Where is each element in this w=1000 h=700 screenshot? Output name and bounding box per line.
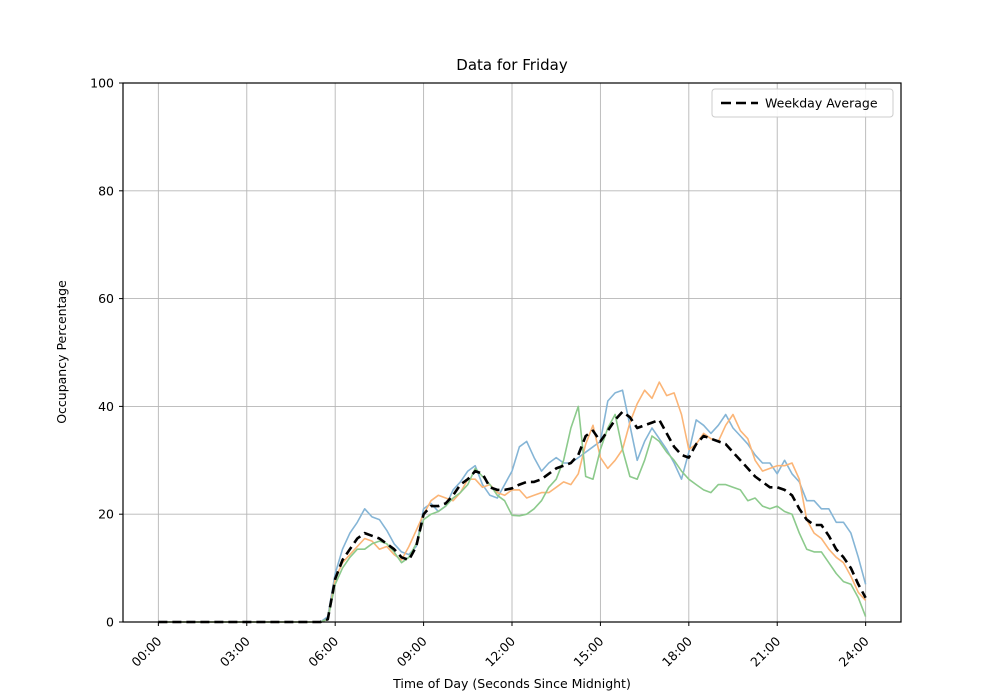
legend: Weekday Average [711,88,894,118]
x-tick-label: 18:00 [659,633,695,669]
x-axis-label: Time of Day (Seconds Since Midnight) [392,676,631,691]
legend-box [711,88,894,118]
x-tick-label: 12:00 [482,633,518,669]
tick-layer: 00:00 03:00 06:00 09:00 12:00 15:00 18:00 21:00… [90,76,872,670]
y-tick-label: 40 [98,399,114,414]
x-tick-label: 24:00 [836,633,872,669]
y-tick-label: 60 [98,291,114,306]
grid-layer [123,82,901,623]
legend-label: Weekday Average [765,96,878,111]
x-tick-label: 00:00 [128,633,164,669]
y-tick-label: 20 [98,507,114,522]
x-tick-label: 09:00 [394,633,430,669]
y-tick-label: 100 [90,76,114,91]
y-axis-label: Occupancy Percentage [54,280,69,424]
x-tick-label: 03:00 [217,633,253,669]
chart-title: Data for Friday [456,56,568,74]
x-tick-label: 06:00 [305,633,341,669]
x-tick-label: 15:00 [570,633,606,669]
x-tick-label: 21:00 [747,633,783,669]
y-tick-label: 0 [106,615,114,630]
y-tick-label: 80 [98,183,114,198]
